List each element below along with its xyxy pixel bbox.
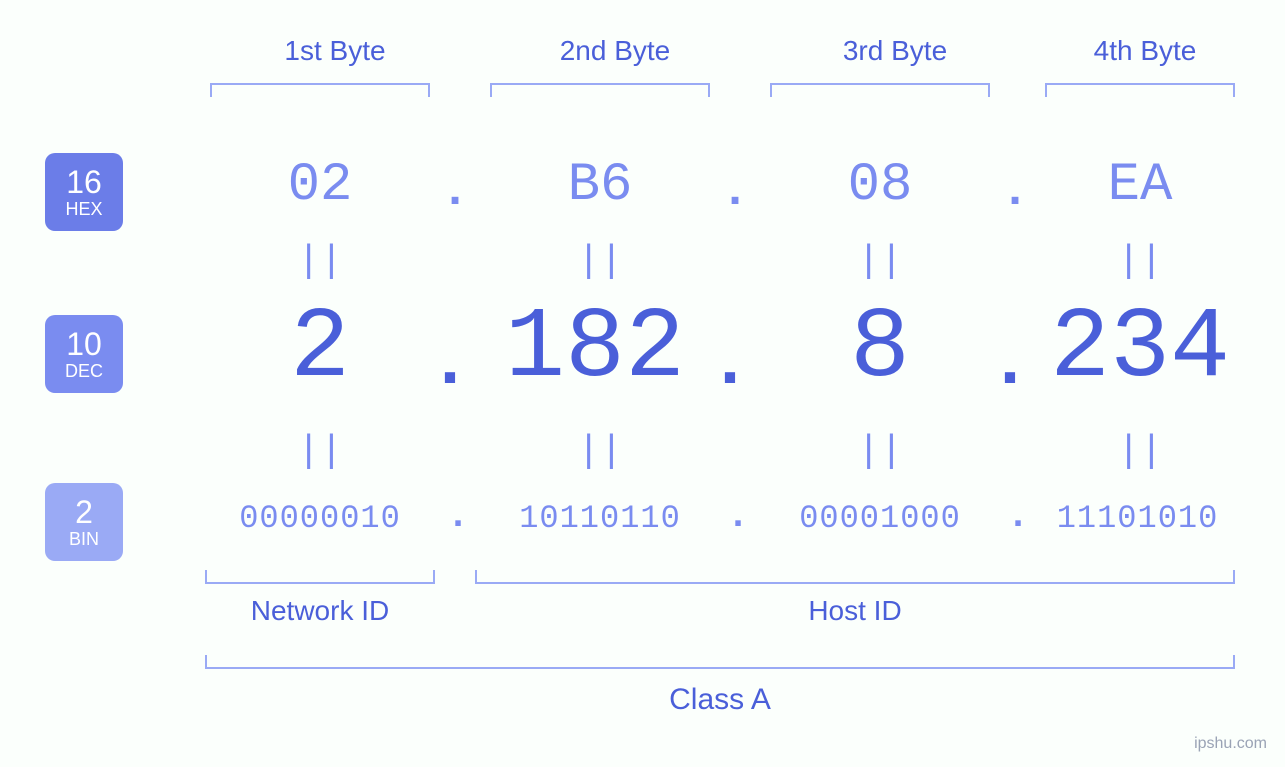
header-byte4: 4th Byte bbox=[1045, 35, 1245, 67]
eq2-2: || bbox=[485, 430, 715, 473]
bracket-top-4 bbox=[1045, 83, 1235, 97]
bin-byte1: 00000010 bbox=[195, 500, 445, 537]
badge-dec: 10 DEC bbox=[45, 315, 123, 393]
eq1-1: || bbox=[205, 240, 435, 283]
bin-dot1: . bbox=[443, 495, 473, 538]
hex-byte2: B6 bbox=[485, 155, 715, 216]
badge-hex-label: HEX bbox=[65, 200, 102, 218]
bracket-top-3 bbox=[770, 83, 990, 97]
dec-byte2: 182 bbox=[475, 293, 715, 406]
bracket-network bbox=[205, 570, 435, 584]
hex-byte1: 02 bbox=[205, 155, 435, 216]
bin-byte4: 11101010 bbox=[1030, 500, 1245, 537]
eq2-4: || bbox=[1045, 430, 1235, 473]
dec-byte4: 234 bbox=[1035, 293, 1245, 406]
watermark: ipshu.com bbox=[1194, 735, 1267, 753]
bracket-host bbox=[475, 570, 1235, 584]
eq2-3: || bbox=[765, 430, 995, 473]
label-class: Class A bbox=[205, 683, 1235, 717]
bin-dot2: . bbox=[723, 495, 753, 538]
dec-byte1: 2 bbox=[205, 293, 435, 406]
hex-dot3: . bbox=[995, 165, 1035, 219]
header-byte3: 3rd Byte bbox=[765, 35, 1025, 67]
bin-byte2: 10110110 bbox=[475, 500, 725, 537]
badge-bin-label: BIN bbox=[69, 530, 99, 548]
label-network-id: Network ID bbox=[205, 595, 435, 627]
dec-dot3: . bbox=[985, 323, 1035, 405]
eq2-1: || bbox=[205, 430, 435, 473]
eq1-2: || bbox=[485, 240, 715, 283]
hex-dot1: . bbox=[435, 165, 475, 219]
header-byte1: 1st Byte bbox=[205, 35, 465, 67]
badge-hex-num: 16 bbox=[66, 166, 102, 198]
header-byte2: 2nd Byte bbox=[485, 35, 745, 67]
bracket-class bbox=[205, 655, 1235, 669]
dec-dot1: . bbox=[425, 323, 475, 405]
dec-byte3: 8 bbox=[765, 293, 995, 406]
badge-dec-label: DEC bbox=[65, 362, 103, 380]
badge-hex: 16 HEX bbox=[45, 153, 123, 231]
bracket-top-1 bbox=[210, 83, 430, 97]
label-host-id: Host ID bbox=[475, 595, 1235, 627]
bracket-top-2 bbox=[490, 83, 710, 97]
badge-bin-num: 2 bbox=[75, 496, 93, 528]
eq1-4: || bbox=[1045, 240, 1235, 283]
bin-dot3: . bbox=[1003, 495, 1033, 538]
hex-byte3: 08 bbox=[765, 155, 995, 216]
badge-bin: 2 BIN bbox=[45, 483, 123, 561]
hex-byte4: EA bbox=[1045, 155, 1235, 216]
dec-dot2: . bbox=[705, 323, 755, 405]
hex-dot2: . bbox=[715, 165, 755, 219]
badge-dec-num: 10 bbox=[66, 328, 102, 360]
bin-byte3: 00001000 bbox=[755, 500, 1005, 537]
eq1-3: || bbox=[765, 240, 995, 283]
